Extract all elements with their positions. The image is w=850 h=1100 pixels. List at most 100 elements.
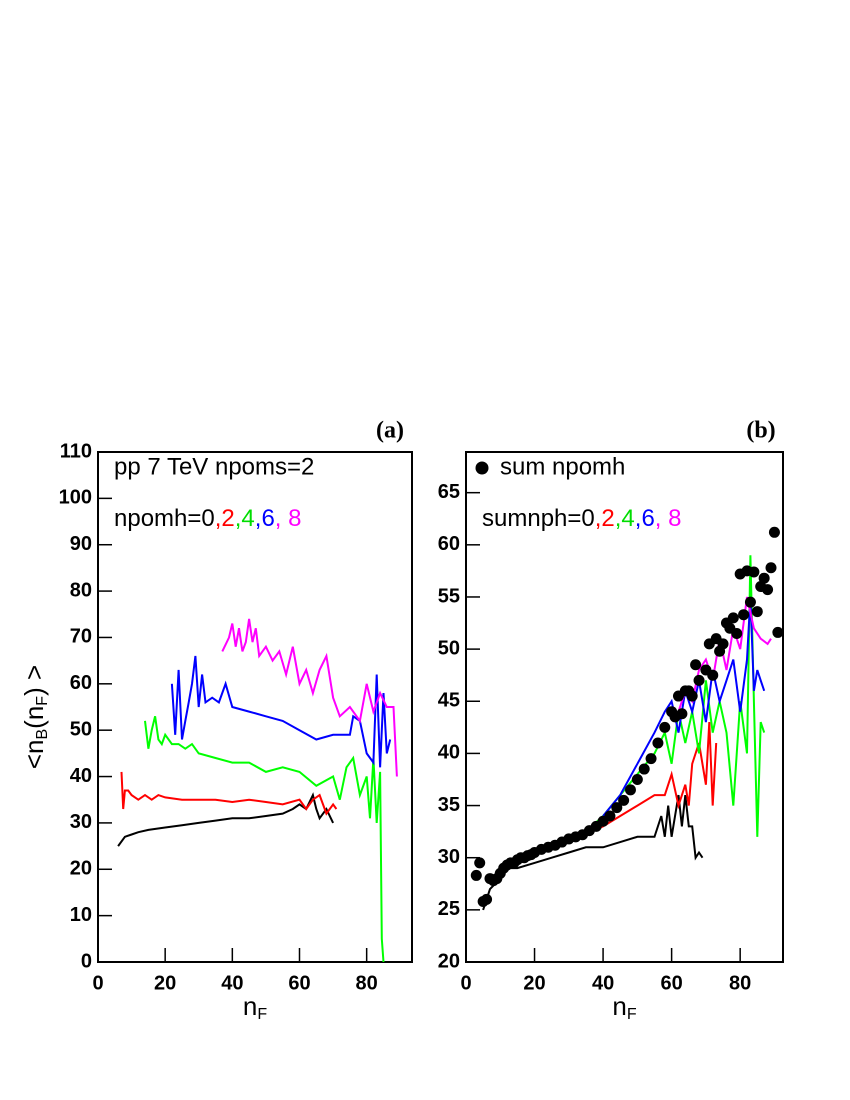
series-line	[170, 655, 392, 768]
series-line	[534, 722, 718, 854]
x-axis-label: nF	[243, 991, 267, 1023]
y-label-part: B	[34, 729, 51, 740]
series-line	[482, 794, 704, 911]
legend-entry: , 8	[275, 505, 302, 532]
y-tick-label: 60	[70, 672, 92, 694]
legend-entry: ,6	[635, 505, 655, 532]
y-tick-label: 40	[70, 765, 92, 787]
data-point	[618, 794, 630, 806]
annotation: pp 7 TeV npoms=2	[114, 453, 314, 480]
plot-frame	[465, 451, 784, 963]
legend-entry: ,4	[235, 505, 255, 532]
data-point	[731, 627, 743, 639]
y-axis-label: <nB(nF) >	[19, 665, 51, 769]
y-tick-label: 30	[70, 811, 92, 833]
x-tick-label: 60	[288, 972, 310, 994]
data-point	[470, 869, 482, 881]
x-tick-label: 0	[92, 972, 103, 994]
panel-label: (b)	[746, 418, 775, 444]
data-point	[707, 669, 719, 681]
data-point	[638, 763, 650, 775]
y-tick-label: 90	[70, 533, 92, 555]
data-point	[693, 674, 705, 686]
x-tick-label: 20	[154, 972, 176, 994]
x-label-part: n	[243, 991, 257, 1021]
x-label-part: F	[627, 1006, 637, 1023]
y-tick-label: 10	[70, 904, 92, 926]
data-point	[686, 690, 698, 702]
data-point	[748, 566, 760, 578]
y-label-part: <n	[19, 740, 49, 770]
plot-frame	[97, 451, 413, 963]
legend-entry: ,4	[615, 505, 635, 532]
data-point	[611, 802, 623, 814]
data-point	[676, 708, 688, 720]
y-tick-label: 30	[438, 846, 460, 868]
y-tick-label: 100	[59, 487, 92, 509]
series-line	[221, 618, 398, 777]
data-point	[772, 626, 784, 638]
data-point	[474, 857, 486, 869]
legend-entry: ,6	[255, 505, 275, 532]
y-label-part: F	[34, 696, 51, 706]
y-tick-label: 60	[438, 533, 460, 555]
y-tick-label: 50	[70, 718, 92, 740]
y-tick-label: 20	[70, 858, 92, 880]
x-tick-label: 0	[460, 972, 471, 994]
y-tick-label: 0	[81, 950, 92, 972]
data-point	[762, 584, 774, 596]
x-tick-label: 40	[592, 972, 614, 994]
legend-entry: ,2	[595, 505, 615, 532]
data-point	[624, 784, 636, 796]
x-tick-label: 40	[221, 972, 243, 994]
legend-text: npomh=0,2,4,6, 8	[114, 505, 301, 532]
y-tick-label: 40	[438, 742, 460, 764]
series-line	[120, 771, 338, 816]
y-tick-label: 20	[438, 950, 460, 972]
y-tick-label: 70	[70, 626, 92, 648]
series-line	[677, 596, 772, 713]
legend-entry: , 8	[655, 505, 682, 532]
x-tick-label: 80	[729, 972, 751, 994]
data-point	[631, 773, 643, 785]
data-point	[652, 737, 664, 749]
x-label-part: n	[612, 991, 626, 1021]
y-tick-label: 25	[438, 898, 460, 920]
y-tick-label: 65	[438, 481, 460, 503]
legend-entry: sumnph=0	[482, 505, 595, 532]
y-tick-label: 110	[60, 440, 92, 462]
data-point	[481, 893, 493, 905]
data-point	[765, 562, 777, 574]
series-line	[117, 792, 335, 847]
legend-entry: npomh=0	[114, 505, 215, 532]
annotation: sum npomh	[500, 453, 625, 480]
legend-entry: ,2	[215, 505, 235, 532]
data-point	[659, 721, 671, 733]
panel-label: (a)	[376, 418, 404, 444]
legend-marker	[475, 461, 489, 475]
x-axis-label: nF	[612, 991, 636, 1023]
series-line	[144, 716, 385, 962]
legend-text: sumnph=0,2,4,6, 8	[482, 505, 681, 532]
x-tick-label: 20	[523, 972, 545, 994]
y-label-part: (n	[19, 706, 49, 729]
x-label-part: F	[257, 1006, 267, 1023]
data-point	[744, 596, 756, 608]
data-point	[690, 659, 702, 671]
data-point	[738, 609, 750, 621]
data-point	[768, 526, 780, 538]
data-point	[717, 638, 729, 650]
x-tick-label: 80	[356, 972, 378, 994]
x-tick-label: 60	[660, 972, 682, 994]
data-point	[645, 753, 657, 765]
y-tick-label: 55	[438, 585, 460, 607]
data-point	[727, 612, 739, 624]
y-tick-label: 45	[438, 690, 460, 712]
y-tick-label: 35	[438, 794, 460, 816]
data-point	[604, 810, 616, 822]
y-tick-label: 50	[438, 637, 460, 659]
series-line	[602, 596, 766, 817]
y-label-part: ) >	[19, 665, 49, 696]
y-tick-label: 80	[70, 579, 92, 601]
